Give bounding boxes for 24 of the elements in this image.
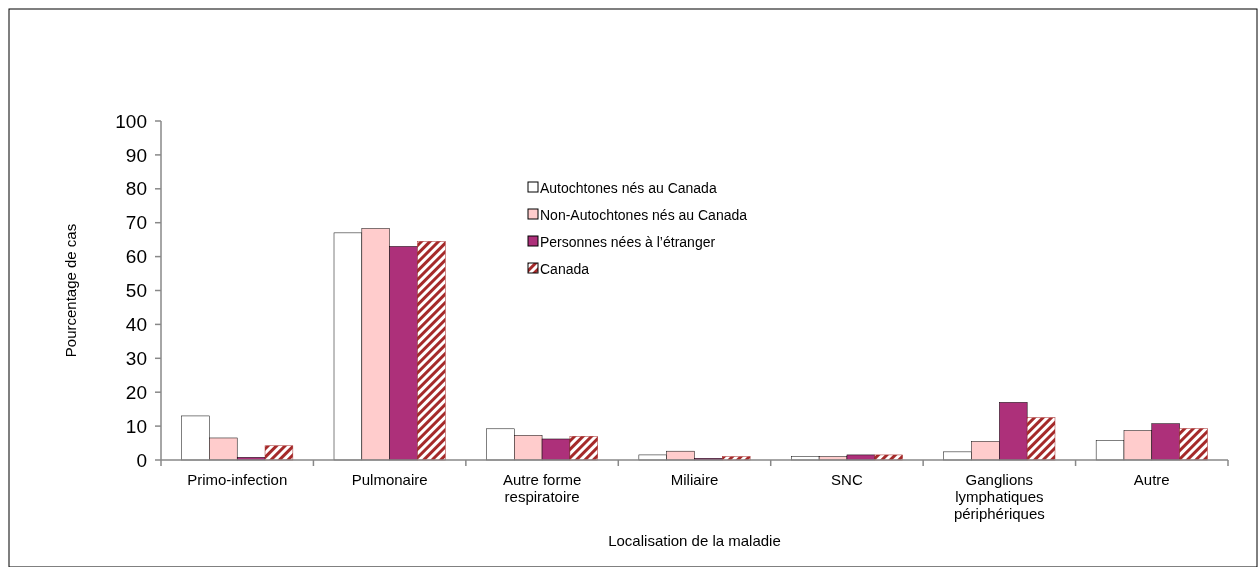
y-tick-label: 60 <box>125 246 147 268</box>
y-tick-label: 100 <box>115 110 147 132</box>
x-tick-label: Ganglions lymphatiques périphériques <box>953 471 1045 522</box>
legend-label: Canada <box>540 260 590 277</box>
x-tick-label: Miliaire <box>670 471 719 488</box>
legend-label: Autochtones nés au Canada <box>540 179 717 196</box>
y-tick-label: 80 <box>125 178 147 200</box>
legend-label: Personnes nées à l’étranger <box>540 233 716 250</box>
y-tick-label: 20 <box>125 381 147 403</box>
y-tick-label: 0 <box>136 449 147 471</box>
x-tick-label: Primo-infection <box>187 471 288 488</box>
y-tick-label: 30 <box>125 347 147 369</box>
y-tick-label: 50 <box>125 280 147 302</box>
y-tick-label: 40 <box>125 314 147 336</box>
legend-label: Non-Autochtones nés au Canada <box>540 206 748 223</box>
y-tick-label: 90 <box>125 144 147 166</box>
x-tick-label: SNC <box>831 471 863 488</box>
y-axis-title: Pourcentage de cas <box>62 223 79 358</box>
x-tick-label: Autre forme respiratoire <box>502 471 582 505</box>
y-tick-label: 70 <box>125 212 147 234</box>
x-tick-label: Autre <box>1133 471 1170 488</box>
x-axis-title: Localisation de la maladie <box>608 532 781 549</box>
x-tick-label: Pulmonaire <box>351 471 428 488</box>
y-tick-label: 10 <box>125 415 147 437</box>
